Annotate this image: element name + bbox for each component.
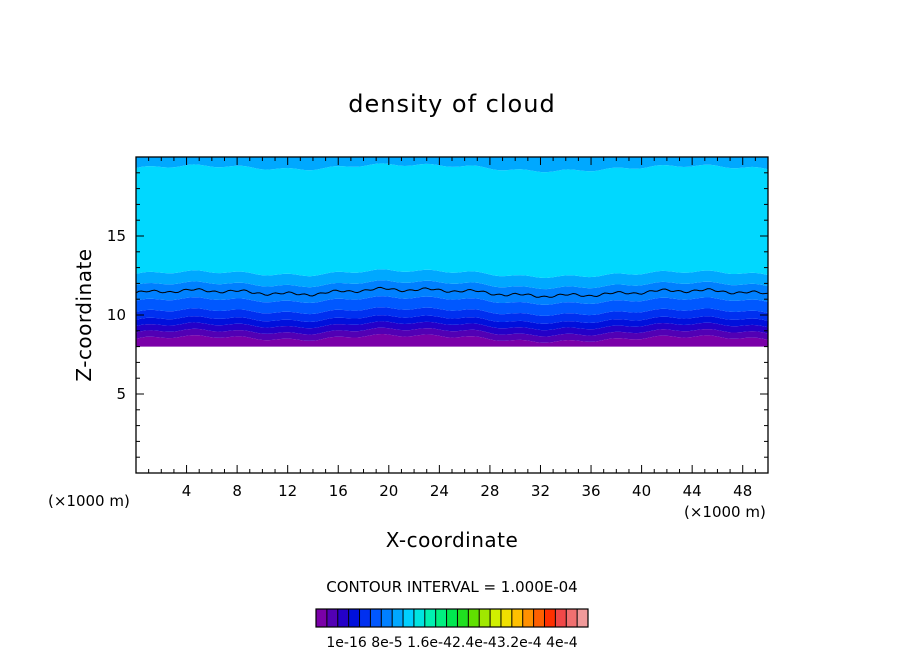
- colorbar-swatch: [392, 609, 404, 627]
- y-axis-unit: (×1000 m): [48, 492, 130, 510]
- colorbar-frame: [315, 608, 589, 628]
- colorbar-swatch: [479, 609, 491, 627]
- colorbar-swatch: [446, 609, 458, 627]
- y-tick-label: 15: [107, 227, 126, 245]
- colorbar-swatch: [348, 609, 360, 627]
- y-tick-label: 10: [107, 306, 126, 324]
- x-tick-label: 12: [278, 482, 297, 500]
- colorbar-swatch: [490, 609, 502, 627]
- colorbar-swatch: [457, 609, 469, 627]
- colorbar-labels: 1e-16 8e-5 1.6e-42.4e-43.2e-4 4e-4: [326, 635, 577, 651]
- density-layer-4: [136, 315, 768, 331]
- x-tick-label: 20: [379, 482, 398, 500]
- density-layer-5: [136, 307, 768, 324]
- colorbar-swatch: [555, 609, 567, 627]
- density-layer-6: [136, 296, 768, 316]
- y-axis-label: Z-coordinate: [72, 248, 96, 381]
- colorbar-swatch: [522, 609, 534, 627]
- x-tick-label: 28: [480, 482, 499, 500]
- colorbar-swatch: [424, 609, 436, 627]
- y-tick-label: 5: [116, 385, 126, 403]
- colorbar-swatch: [533, 609, 545, 627]
- colorbar-swatch: [435, 609, 447, 627]
- colorbar-swatch: [544, 609, 556, 627]
- colorbar-swatch: [468, 609, 480, 627]
- colorbar-swatch: [500, 609, 513, 627]
- colorbar-swatch: [359, 609, 371, 627]
- colorbar-swatch: [577, 609, 589, 627]
- colorbar: [315, 608, 589, 628]
- contour-interval-label: CONTOUR INTERVAL = 1.000E-04: [326, 578, 577, 596]
- x-tick-label: 44: [683, 482, 702, 500]
- density-layer-1: [136, 334, 768, 347]
- x-tick-label: 16: [329, 482, 348, 500]
- y-axis-ticks: 5 10 15: [107, 172, 768, 458]
- density-layer-8: [136, 269, 768, 290]
- colorbar-swatch: [370, 609, 382, 627]
- colorbar-swatch: [413, 609, 426, 627]
- colorbar-swatch: [403, 609, 415, 627]
- x-axis-unit: (×1000 m): [684, 503, 766, 521]
- x-tick-label: 32: [531, 482, 550, 500]
- colorbar-swatch: [566, 609, 578, 627]
- colorbar-swatch: [326, 609, 339, 627]
- colorbar-swatch: [337, 609, 349, 627]
- x-axis-ticks: 4 8 12 16 20 24 28 32 36 40 44 48: [148, 157, 756, 500]
- x-tick-label: 40: [632, 482, 651, 500]
- colorbar-swatch: [511, 609, 524, 627]
- x-tick-label: 36: [581, 482, 600, 500]
- density-layer-7: [136, 280, 768, 305]
- x-tick-label: 4: [182, 482, 192, 500]
- cloud-density-field: [136, 157, 768, 347]
- density-layer-2: [136, 327, 768, 343]
- x-tick-label: 8: [232, 482, 242, 500]
- density-layer-10: [136, 157, 768, 173]
- chart-title: density of cloud: [348, 90, 555, 118]
- contour-line: [135, 286, 769, 298]
- density-layer-9: [136, 163, 768, 278]
- x-tick-label: 48: [733, 482, 752, 500]
- x-axis-label: X-coordinate: [386, 528, 519, 552]
- x-tick-label: 24: [430, 482, 449, 500]
- colorbar-swatch: [316, 609, 328, 627]
- colorbar-swatch: [381, 609, 393, 627]
- density-layer-3: [136, 321, 768, 337]
